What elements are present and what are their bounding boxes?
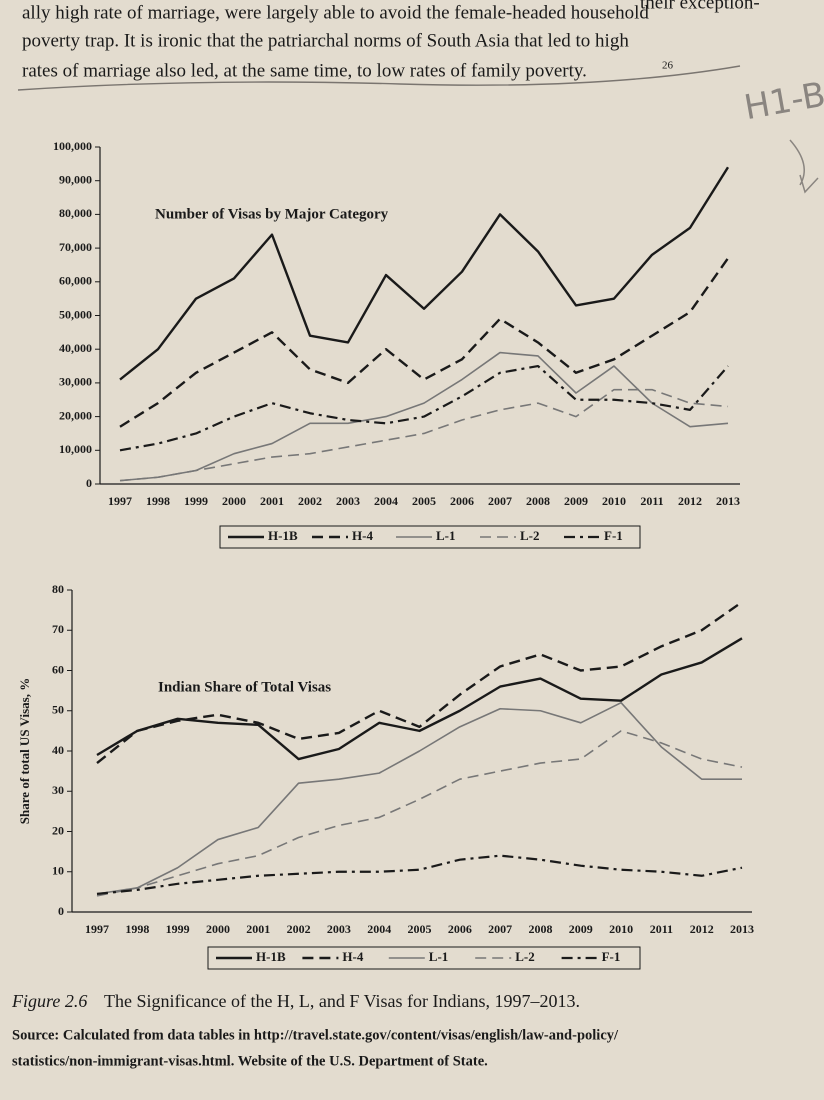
x-tick-label: 2009 xyxy=(564,494,588,508)
x-tick-label: 2011 xyxy=(650,922,673,936)
x-tick-label: 2003 xyxy=(336,494,360,508)
figure-source: Source: Calculated from data tables in h… xyxy=(12,1027,619,1043)
y-tick-label: 50 xyxy=(52,703,64,717)
legend-label: F-1 xyxy=(604,528,623,543)
y-tick-label: 70 xyxy=(52,622,64,636)
x-tick-label: 1997 xyxy=(85,922,109,936)
x-tick-label: 1999 xyxy=(166,922,190,936)
figure-source: statistics/non-immigrant-visas.html. Web… xyxy=(12,1053,488,1069)
y-tick-label: 50,000 xyxy=(59,307,92,321)
x-tick-label: 1999 xyxy=(184,494,208,508)
x-tick-label: 2001 xyxy=(246,922,270,936)
legend-label: L-2 xyxy=(520,528,540,543)
x-tick-label: 2006 xyxy=(450,494,474,508)
x-tick-label: 2003 xyxy=(327,922,351,936)
x-tick-label: 2001 xyxy=(260,494,284,508)
series-line xyxy=(119,351,729,482)
y-tick-label: 30 xyxy=(52,783,64,797)
x-tick-label: 1997 xyxy=(108,494,132,508)
y-tick-label: 0 xyxy=(86,476,92,490)
y-tick-label: 90,000 xyxy=(59,172,92,186)
y-axis-label: Share of total US Visas, % xyxy=(17,678,32,824)
x-tick-label: 2006 xyxy=(448,922,472,936)
x-tick-label: 2012 xyxy=(690,922,714,936)
legend-box xyxy=(219,525,641,549)
y-tick-label: 80,000 xyxy=(59,206,92,220)
legend-label: H-4 xyxy=(342,949,363,964)
x-tick-label: 2007 xyxy=(488,494,512,508)
series-line xyxy=(119,166,730,381)
x-tick-label: 2008 xyxy=(526,494,550,508)
x-tick-label: 2013 xyxy=(730,922,754,936)
y-tick-label: 70,000 xyxy=(59,240,92,254)
legend-label: L-2 xyxy=(515,949,535,964)
legend-label: L-1 xyxy=(436,528,456,543)
x-tick-label: 2004 xyxy=(367,922,391,936)
x-tick-label: 2005 xyxy=(412,494,436,508)
legend-label: H-4 xyxy=(352,528,373,543)
x-tick-label: 2007 xyxy=(488,922,512,936)
y-tick-label: 10,000 xyxy=(59,442,92,456)
text-line: rates of marriage also led, at the same … xyxy=(22,60,587,81)
series-line xyxy=(96,730,743,897)
x-tick-label: 1998 xyxy=(125,922,149,936)
x-tick-label: 1998 xyxy=(146,494,170,508)
y-tick-label: 80 xyxy=(52,582,64,596)
y-tick-label: 40 xyxy=(52,743,64,757)
x-tick-label: 2002 xyxy=(298,494,322,508)
chart-title: Number of Visas by Major Category xyxy=(155,206,389,222)
text-line: poverty trap. It is ironic that the patr… xyxy=(22,30,629,51)
series-line xyxy=(96,601,743,765)
y-tick-label: 20,000 xyxy=(59,408,92,422)
x-tick-label: 2000 xyxy=(222,494,246,508)
x-tick-label: 2010 xyxy=(609,922,633,936)
y-tick-label: 0 xyxy=(58,904,64,918)
footnote-mark: 26 xyxy=(662,60,674,72)
x-tick-label: 2012 xyxy=(678,494,702,508)
legend-label: L-1 xyxy=(429,949,449,964)
text-line: their exception- xyxy=(640,0,760,13)
y-tick-label: 40,000 xyxy=(59,341,92,355)
x-tick-label: 2010 xyxy=(602,494,626,508)
x-tick-label: 2013 xyxy=(716,494,740,508)
chart-title: Indian Share of Total Visas xyxy=(158,679,331,695)
x-tick-label: 2004 xyxy=(374,494,398,508)
figure-title: The Significance of the H, L, and F Visa… xyxy=(104,991,580,1011)
pencil-underline xyxy=(17,65,741,91)
x-tick-label: 2002 xyxy=(287,922,311,936)
figure-label: Figure 2.6 xyxy=(11,991,87,1011)
series-line xyxy=(119,257,729,428)
x-tick-label: 2011 xyxy=(640,494,663,508)
y-tick-label: 60,000 xyxy=(59,274,92,288)
series-line xyxy=(96,637,743,761)
series-line xyxy=(119,364,729,452)
y-tick-label: 60 xyxy=(52,662,64,676)
series-line xyxy=(119,388,729,482)
text-line: ally high rate of marriage, were largely… xyxy=(22,2,649,23)
series-line xyxy=(96,701,742,895)
y-tick-label: 10 xyxy=(52,864,64,878)
legend-box xyxy=(207,946,641,970)
x-tick-label: 2000 xyxy=(206,922,230,936)
y-tick-label: 30,000 xyxy=(59,375,92,389)
y-tick-label: 100,000 xyxy=(53,139,92,153)
x-tick-label: 2009 xyxy=(569,922,593,936)
x-tick-label: 2008 xyxy=(528,922,552,936)
legend-label: H-1B xyxy=(268,528,298,543)
y-tick-label: 20 xyxy=(52,823,64,837)
x-tick-label: 2005 xyxy=(408,922,432,936)
legend-label: H-1B xyxy=(256,949,286,964)
legend-label: F-1 xyxy=(602,949,621,964)
pencil-mark xyxy=(789,139,819,194)
